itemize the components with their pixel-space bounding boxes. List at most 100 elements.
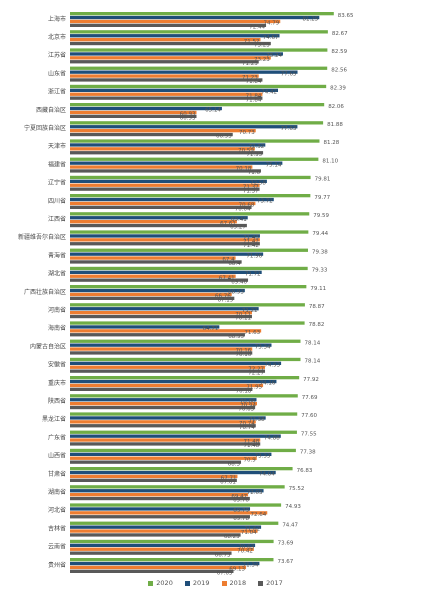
bar-2019: [70, 398, 257, 402]
bar-2019: [70, 52, 283, 56]
bar-2020: [70, 303, 305, 307]
data-label: 73.72: [257, 199, 273, 205]
data-label: 70.18: [236, 166, 252, 172]
data-label: 75.24: [266, 53, 282, 59]
category-label: 江苏省: [48, 51, 66, 59]
category-label: 贵州省: [48, 561, 66, 569]
bar-2019: [70, 561, 260, 566]
bar-2020: [70, 467, 293, 471]
category-label: 广西壮族自治区: [24, 288, 66, 296]
legend-swatch: [148, 580, 154, 586]
data-label: 68.3: [228, 461, 241, 467]
legend-swatch: [184, 580, 190, 586]
data-label: 82.67: [332, 31, 348, 37]
data-label: 70.18: [236, 389, 252, 395]
bar-2017: [70, 424, 256, 428]
data-label: 66.93: [216, 134, 232, 140]
bar-2020: [70, 357, 301, 362]
bar-2017: [70, 60, 259, 64]
bar-2019: [70, 179, 267, 183]
data-label: 71.95: [246, 385, 262, 391]
category-label: 江西省: [48, 215, 66, 223]
data-label: 69.13: [229, 567, 245, 573]
data-label: 82.39: [330, 86, 346, 92]
bar-2018: [70, 38, 261, 42]
bar-2017: [70, 314, 252, 319]
data-label: 73.34: [255, 344, 271, 350]
data-label: 71.62: [244, 526, 260, 532]
bar-2020: [70, 230, 309, 234]
data-label: 79.11: [310, 286, 326, 292]
bar-2018: [70, 529, 258, 533]
data-label: 69.47: [231, 494, 247, 500]
bar-2018: [70, 311, 252, 315]
bar-2020: [70, 84, 327, 89]
bar-2018: [70, 438, 261, 442]
data-label: 70.68: [239, 203, 255, 209]
data-label: 65.14: [205, 108, 221, 114]
data-label: 72.64: [251, 512, 267, 518]
data-label: 72.32: [249, 144, 265, 150]
legend-item-2018: 2018: [221, 579, 246, 587]
data-label: 71.04: [241, 530, 257, 536]
data-label: 81.88: [327, 122, 343, 128]
bar-2020: [70, 175, 311, 180]
bar-2017: [70, 151, 264, 155]
data-label: 73.33: [255, 454, 271, 460]
bar-2019: [70, 507, 251, 511]
category-label: 重庆市: [48, 379, 66, 387]
bar-2020: [70, 558, 274, 562]
data-label: 78.82: [309, 322, 325, 328]
bar-2019: [70, 343, 272, 347]
data-label: 67.61: [220, 221, 236, 227]
bar-2017: [70, 169, 261, 173]
data-label: 77.60: [301, 413, 317, 419]
data-label: 71.63: [244, 330, 260, 336]
data-label: 81.25: [303, 17, 319, 23]
category-label: 新疆维吾尔自治区: [18, 233, 66, 241]
data-label: 70.42: [237, 548, 253, 554]
bar-2020: [70, 485, 285, 489]
bar-2020: [70, 394, 298, 398]
category-label: 黑龙江省: [42, 415, 66, 423]
data-label: 69.41: [231, 217, 247, 223]
data-label: 70.73: [239, 130, 255, 136]
data-label: 72.27: [248, 366, 264, 372]
data-label: 68.95: [228, 334, 244, 340]
bar-2017: [70, 387, 253, 391]
data-label: 71.42: [243, 239, 259, 245]
data-label: 82.06: [328, 104, 344, 110]
bar-2018: [70, 547, 254, 551]
data-label: 66.76: [215, 294, 231, 300]
bar-2018: [70, 238, 260, 242]
data-label: 71.6: [248, 170, 261, 176]
data-label: 70.94: [240, 403, 256, 409]
bar-2019: [70, 161, 283, 165]
data-label: 74.47: [282, 522, 298, 528]
bar-2017: [70, 533, 241, 537]
data-label: 79.44: [312, 231, 328, 237]
data-label: 74.79: [264, 21, 280, 27]
data-label: 68.4: [228, 261, 241, 267]
data-label: 71.48: [243, 439, 259, 445]
data-label: 69.27: [230, 225, 246, 231]
bar-2019: [70, 307, 259, 311]
category-label: 安徽省: [48, 361, 66, 369]
category-label: 河北省: [48, 506, 66, 514]
bar-2018: [70, 256, 236, 260]
data-label: 77.69: [302, 395, 318, 401]
category-label: 湖南省: [48, 488, 66, 496]
data-label: 74.16: [260, 381, 276, 387]
data-label: 69.78: [233, 516, 249, 522]
category-label: 浙江省: [48, 88, 66, 96]
data-label: 71.23: [242, 61, 258, 67]
category-labels-group: 上海市北京市江苏省山东省浙江省西藏自治区宁夏回族自治区天津市福建省辽宁省四川省江…: [18, 15, 66, 569]
bar-2017: [70, 205, 252, 209]
bar-2019: [70, 288, 245, 293]
bar-2018: [70, 292, 232, 297]
bar-2019: [70, 270, 262, 274]
data-label: 71.23: [242, 75, 258, 81]
bar-2017: [70, 132, 233, 137]
bar-2019: [70, 470, 276, 475]
bar-2017: [70, 442, 261, 446]
